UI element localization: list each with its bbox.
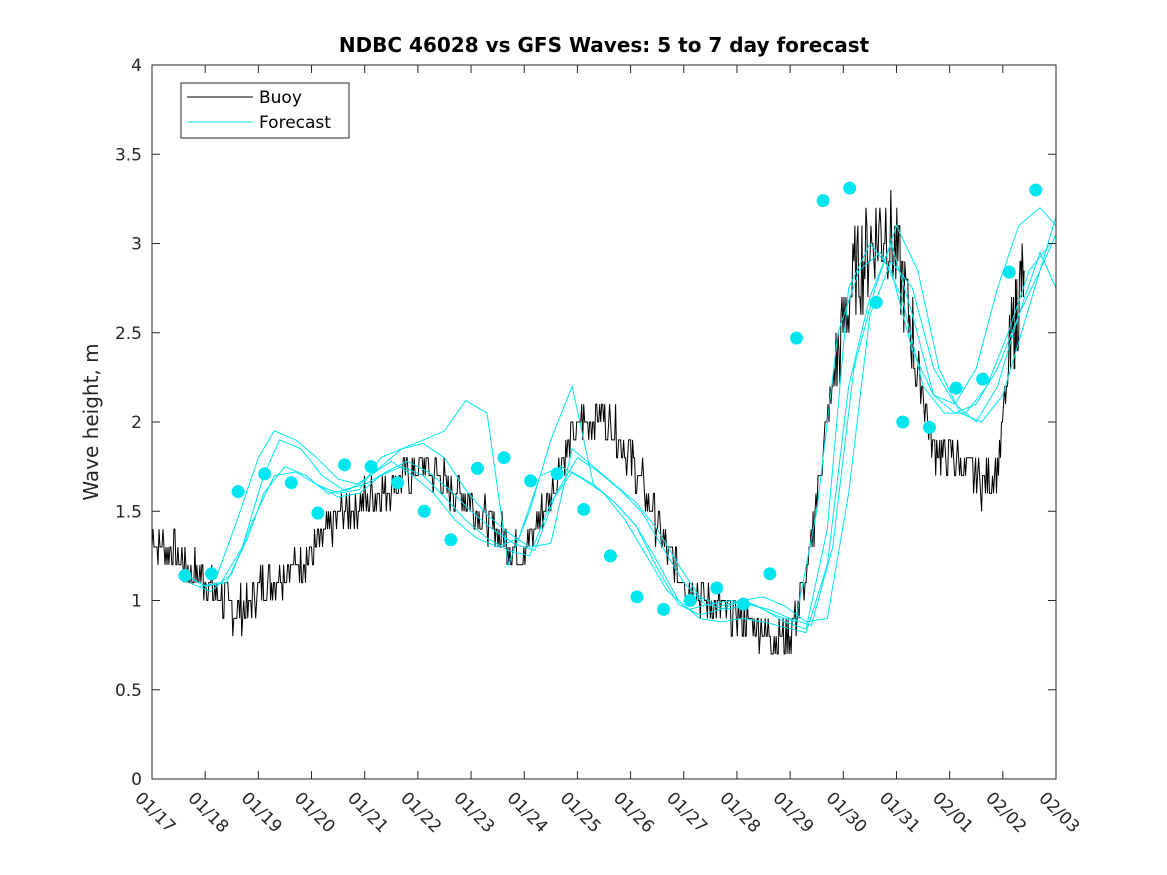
forecast-point-marker: [577, 502, 591, 516]
forecast-point-marker: [949, 381, 963, 395]
y-axis: 0 0.5 1 1.5 2 2.5 3 3.5 4: [115, 56, 1056, 790]
forecast-point-marker: [337, 458, 351, 472]
forecast-point-marker: [896, 415, 910, 429]
forecast-point-marker: [550, 467, 564, 481]
forecast-point-marker: [231, 485, 245, 499]
y-tick-label: 2.5: [115, 324, 142, 344]
forecast-point-marker: [816, 194, 830, 208]
forecast-point-marker: [205, 567, 219, 581]
forecast-point-marker: [710, 581, 724, 595]
legend-label-forecast: Forecast: [259, 113, 331, 133]
forecast-point-marker: [524, 474, 538, 488]
y-tick-label: 1.5: [115, 502, 142, 522]
forecast-point-marker: [391, 476, 405, 490]
buoy-series-line: [151, 189, 1025, 655]
forecast-point-marker: [922, 420, 936, 434]
forecast-point-marker: [603, 549, 617, 563]
forecast-series-line-1: [183, 243, 1052, 623]
y-tick-label: 1: [131, 592, 142, 612]
forecast-point-marker: [1029, 183, 1043, 197]
y-tick-label: 0: [131, 770, 142, 790]
forecast-series-line-5: [316, 207, 1057, 630]
legend-label-buoy: Buoy: [259, 88, 302, 108]
forecast-point-marker: [976, 372, 990, 386]
forecast-point-marker: [683, 594, 697, 607]
forecast-point-marker: [789, 331, 803, 345]
forecast-point-marker: [1002, 265, 1016, 279]
forecast-point-marker: [470, 461, 484, 475]
forecast-point-marker: [630, 590, 644, 604]
forecast-series-line-2: [199, 216, 1057, 627]
forecast-point-marker: [869, 295, 883, 309]
y-tick-label: 3.5: [115, 145, 142, 165]
forecast-point-marker: [763, 567, 777, 581]
forecast-series-line-3: [215, 251, 1057, 623]
forecast-point-marker: [657, 602, 671, 616]
plot-area: [151, 181, 1057, 655]
forecast-point-marker: [843, 181, 857, 195]
forecast-point-marker: [497, 451, 511, 465]
forecast-point-marker: [736, 597, 750, 611]
forecast-point-marker: [284, 476, 298, 490]
y-tick-label: 2: [131, 413, 142, 433]
forecast-point-marker: [364, 460, 378, 474]
forecast-point-marker: [311, 506, 325, 520]
forecast-point-marker: [444, 533, 458, 547]
legend-box: [180, 82, 350, 139]
y-tick-label: 4: [131, 56, 142, 76]
forecast-point-marker: [417, 504, 431, 518]
y-tick-label: 0.5: [115, 681, 142, 701]
chart-title: NDBC 46028 vs GFS Waves: 5 to 7 day fore…: [339, 33, 870, 57]
forecast-point-marker: [258, 467, 272, 481]
y-axis-label: Wave height, m: [79, 343, 103, 500]
y-tick-label: 3: [131, 235, 142, 255]
legend: Buoy Forecast: [180, 82, 350, 139]
forecast-point-marker: [178, 569, 192, 583]
